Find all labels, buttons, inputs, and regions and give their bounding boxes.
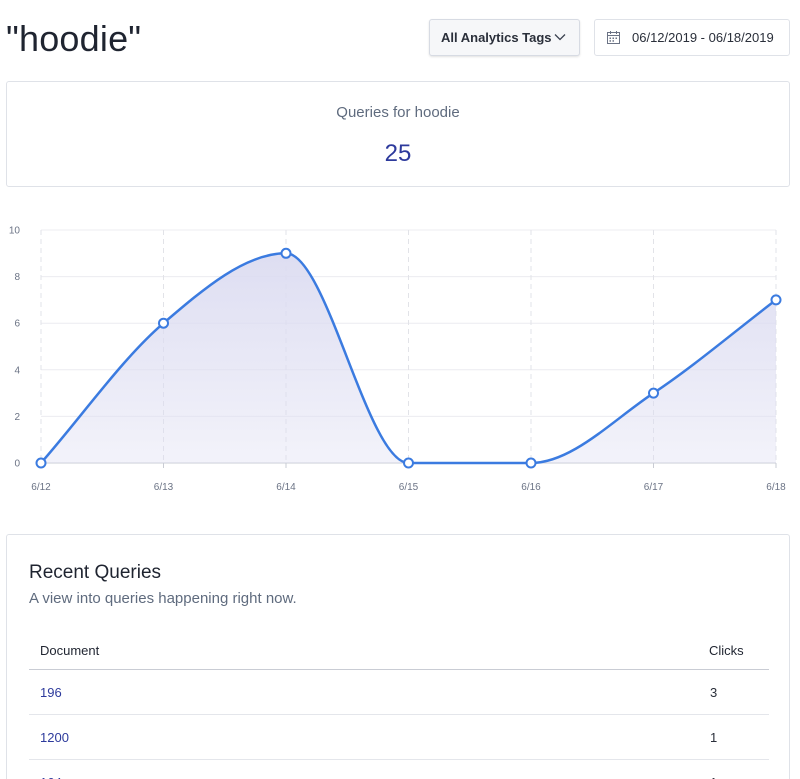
data-point <box>158 317 169 329</box>
clicks-value: 1 <box>710 729 718 745</box>
table-row: 1200 1 <box>29 715 769 760</box>
x-tick-label: 6/15 <box>399 482 419 493</box>
x-tick-label: 6/16 <box>521 482 541 493</box>
analytics-tags-label: All Analytics Tags <box>441 30 552 45</box>
y-tick-label: 2 <box>14 412 20 423</box>
y-tick-label: 0 <box>14 459 20 470</box>
document-link[interactable]: 164 <box>29 775 709 779</box>
date-range-picker[interactable]: 06/12/2019 - 06/18/2019 <box>594 19 790 56</box>
table-header: Document Clicks <box>29 632 769 670</box>
data-point <box>770 294 782 306</box>
analytics-tags-dropdown[interactable]: All Analytics Tags <box>429 19 580 56</box>
recent-queries-subtitle: A view into queries happening right now. <box>29 590 297 607</box>
recent-queries-table: Document Clicks 196 3 1200 1 164 1 <box>29 632 769 779</box>
data-point <box>648 387 659 399</box>
series-area <box>41 253 776 463</box>
y-tick-label: 6 <box>14 319 20 330</box>
clicks-value: 3 <box>710 684 718 700</box>
data-point <box>403 457 414 469</box>
y-tick-label: 8 <box>14 272 20 283</box>
x-tick-label: 6/12 <box>31 482 51 493</box>
queries-stat-card: Queries for hoodie 25 <box>6 81 790 187</box>
x-tick-label: 6/14 <box>276 482 296 493</box>
data-point <box>525 457 537 469</box>
x-tick-label: 6/13 <box>154 482 174 493</box>
data-point <box>280 247 292 259</box>
y-tick-label: 10 <box>9 226 21 237</box>
document-link[interactable]: 196 <box>40 684 62 700</box>
table-row: 196 3 <box>29 670 769 715</box>
x-tick-label: 6/17 <box>644 482 664 493</box>
stat-label: Queries for hoodie <box>336 104 460 121</box>
column-header-document: Document <box>40 643 100 658</box>
calendar-icon <box>607 31 620 44</box>
recent-queries-card: Recent Queries A view into queries happe… <box>6 534 790 779</box>
clicks-value: 1 <box>709 775 769 779</box>
column-header-clicks: Clicks <box>709 643 744 658</box>
y-tick-label: 4 <box>14 365 20 376</box>
date-range-text: 06/12/2019 - 06/18/2019 <box>632 30 774 45</box>
data-point <box>35 457 47 469</box>
page-title: "hoodie" <box>6 18 142 59</box>
stat-value: 25 <box>384 140 412 167</box>
table-row: 164 1 <box>29 760 769 779</box>
queries-area-chart: 0 2 4 6 8 10 6/12 6/13 6/14 6/15 6/16 6/17 6/18 <box>9 226 786 494</box>
document-link[interactable]: 1200 <box>40 729 69 745</box>
x-tick-label: 6/18 <box>766 482 786 493</box>
chevron-down-icon <box>554 34 566 41</box>
recent-queries-title: Recent Queries <box>29 562 162 583</box>
